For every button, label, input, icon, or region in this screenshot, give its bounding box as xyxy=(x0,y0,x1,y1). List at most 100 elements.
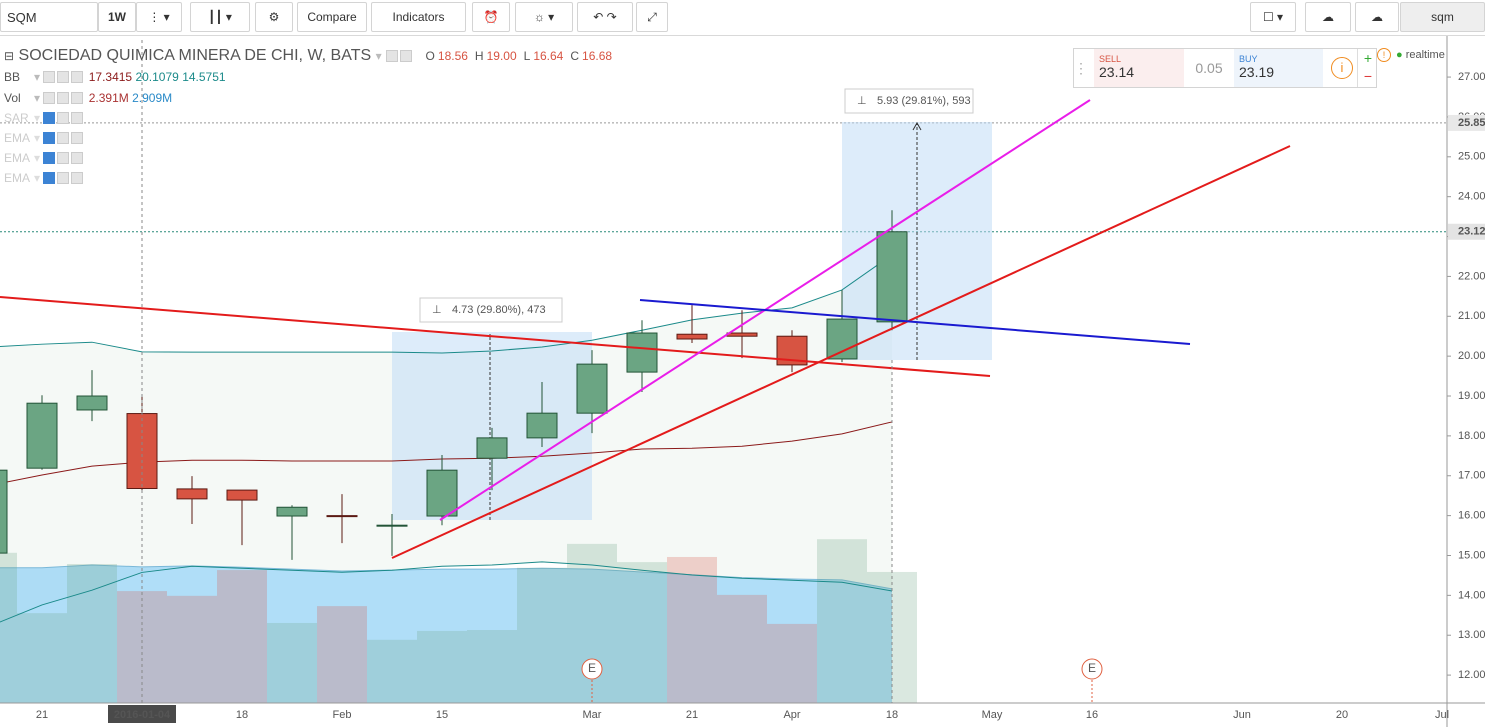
eye-icon[interactable] xyxy=(43,92,56,104)
gear-icon[interactable] xyxy=(57,172,70,184)
close-icon[interactable] xyxy=(71,132,84,144)
settings-button[interactable]: ⚙ xyxy=(255,2,293,32)
sell-price: 23.14 xyxy=(1099,64,1135,80)
x-tick-label: 20 xyxy=(1336,709,1348,721)
undo-redo[interactable]: ↶ ↷ xyxy=(577,2,633,32)
close-icon[interactable] xyxy=(71,92,84,104)
candle-body xyxy=(426,469,458,517)
x-tick-label: 21 xyxy=(686,709,698,721)
eye-icon[interactable] xyxy=(43,71,56,83)
layout-button[interactable]: ☐ ▾ xyxy=(1250,2,1296,32)
axis-layer: 12.00 13.00 14.00 15.00 16.00 17.00 18.00 19.00… xyxy=(36,71,1485,721)
candle-body xyxy=(826,318,858,360)
volume-bar xyxy=(667,556,717,703)
price-label: 25.85 xyxy=(1458,117,1485,129)
volume-bar xyxy=(367,639,417,703)
spread: 0.05 xyxy=(1195,60,1223,76)
eye-icon[interactable] xyxy=(43,152,56,164)
price-label: 23.12 xyxy=(1458,226,1485,238)
symbol-input[interactable]: SQM xyxy=(0,2,98,32)
cloud-load[interactable]: ☁ xyxy=(1305,2,1351,32)
candle-body xyxy=(626,332,658,373)
ohlc-value: 16.68 xyxy=(582,49,613,63)
measure-icon: ⊥ xyxy=(857,95,867,107)
drag-handle[interactable]: ⋮⋮ xyxy=(1074,60,1102,76)
gear-icon[interactable] xyxy=(57,132,70,144)
price-label-box xyxy=(1448,114,1485,131)
candle-body xyxy=(276,506,308,517)
price-label-box xyxy=(1448,223,1485,240)
volume-bar xyxy=(617,562,667,703)
measure-box xyxy=(392,332,592,520)
ohlc-key: H xyxy=(474,49,484,63)
interval-menu[interactable]: ⋮ ▾ xyxy=(136,2,182,32)
hidden-indicator: EMA ▾ xyxy=(4,131,85,145)
sell-label: SELL xyxy=(1099,54,1122,64)
x-tick-label: Feb xyxy=(333,709,352,721)
gear-icon[interactable] xyxy=(57,152,70,164)
hidden-indicator: EMA ▾ xyxy=(4,151,85,165)
buy-label: BUY xyxy=(1239,54,1258,64)
eye-icon[interactable] xyxy=(43,132,56,144)
candle-body xyxy=(726,332,758,337)
eye-icon[interactable] xyxy=(43,112,56,124)
close-icon[interactable] xyxy=(71,172,84,184)
indicators-button[interactable]: Indicators xyxy=(371,2,466,32)
ohlc-key: L xyxy=(523,49,531,63)
warning-icon[interactable]: ! xyxy=(1377,48,1391,62)
candle-body xyxy=(0,469,8,554)
candle-body xyxy=(526,412,558,439)
ohlc-value: 18.56 xyxy=(437,49,468,63)
event-marker[interactable] xyxy=(581,658,603,680)
eye-icon[interactable] xyxy=(43,172,56,184)
plus-minus[interactable]: + − xyxy=(1357,49,1378,87)
theme-button[interactable]: ☼ ▾ xyxy=(515,2,573,32)
cloud-save[interactable]: ☁ xyxy=(1355,2,1399,32)
volume-bar xyxy=(0,552,17,703)
interval-button[interactable]: 1W xyxy=(98,2,136,32)
measure-label-box xyxy=(419,297,563,323)
eye-icon[interactable] xyxy=(386,50,399,62)
chart-style-button[interactable]: ┃┃ ▾ xyxy=(190,2,250,32)
legend-bb: BB ▾ 17.3415 20.1079 14.5751 xyxy=(4,70,226,84)
y-tick-label: 27.00 xyxy=(1458,71,1485,83)
close-icon[interactable] xyxy=(71,112,84,124)
gear-icon[interactable] xyxy=(57,71,70,83)
legend-vol: Vol ▾ 2.391M 2.909M xyxy=(4,91,173,105)
trade-panel: ⋮⋮ SELL 23.14 0.05 BUY 23.19 i + − xyxy=(1073,48,1377,88)
candle-body xyxy=(26,402,58,469)
bb-lower-line xyxy=(0,561,893,623)
close-icon[interactable] xyxy=(71,152,84,164)
volume-bar xyxy=(717,594,767,703)
gear-icon[interactable] xyxy=(57,92,70,104)
indicator-name: SAR xyxy=(4,111,29,125)
bb-value: 17.3415 xyxy=(88,70,133,84)
vol-name: Vol xyxy=(4,91,21,105)
candle-body xyxy=(376,524,408,527)
status-text: realtime xyxy=(1405,49,1445,61)
alert-button[interactable]: ⏰ xyxy=(472,2,510,32)
ohlc-value: 19.00 xyxy=(486,49,517,63)
info-button[interactable]: i xyxy=(1331,57,1353,79)
measure-label: 4.73 (29.80%), 473 xyxy=(452,304,546,316)
buy-button[interactable]: BUY 23.19 xyxy=(1234,49,1323,87)
x-tick-label: 18 xyxy=(886,709,898,721)
gear-icon[interactable] xyxy=(57,112,70,124)
x-tick-label: Mar xyxy=(583,709,602,721)
gear-icon[interactable] xyxy=(400,50,413,62)
compare-button[interactable]: Compare xyxy=(297,2,367,32)
x-tick-label: 2016-01-04 xyxy=(114,709,171,721)
close-icon[interactable] xyxy=(71,71,84,83)
event-marker[interactable] xyxy=(1081,658,1103,680)
x-tick-label: Jun xyxy=(1233,709,1251,721)
volume-bar xyxy=(17,613,67,703)
legend-dropdown[interactable]: ▾ xyxy=(375,49,382,63)
fullscreen-button[interactable]: ⤢ xyxy=(636,2,668,32)
collapse-icon[interactable]: ⊟ xyxy=(4,49,15,63)
sell-button[interactable]: SELL 23.14 xyxy=(1094,49,1184,87)
search-tab[interactable]: sqm xyxy=(1400,2,1485,32)
bb-name: BB xyxy=(4,70,21,84)
realtime-status: ● realtime xyxy=(1396,49,1445,61)
